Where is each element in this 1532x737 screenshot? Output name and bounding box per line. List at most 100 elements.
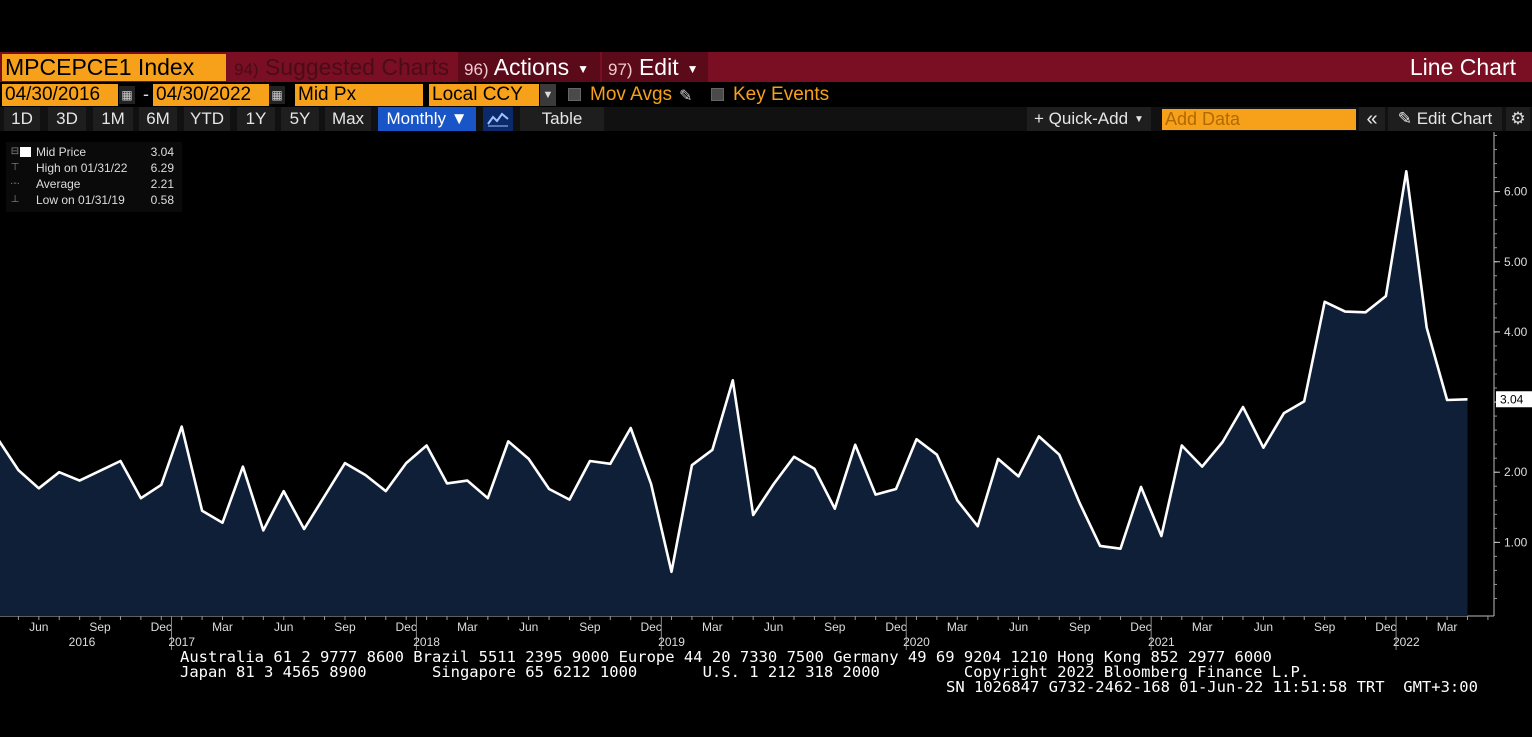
high-marker-icon: ⊤ [10, 162, 20, 173]
edit-number: 97) [608, 60, 633, 79]
average-marker-icon: ·‐· [10, 178, 20, 189]
x-month-label: Mar [947, 620, 968, 634]
legend-value: 3.04 [150, 145, 174, 159]
x-month-label: Jun [1009, 620, 1028, 634]
x-year-label: 2018 [413, 635, 440, 649]
title-bar [0, 52, 1532, 82]
start-date-field[interactable]: 04/30/2016 [2, 84, 118, 106]
x-month-label: Sep [824, 620, 846, 634]
legend-value: 2.21 [150, 177, 174, 191]
x-month-label: Jun [29, 620, 48, 634]
actions-label: Actions [493, 54, 570, 80]
line-chart-icon[interactable] [483, 107, 513, 131]
legend-box: ⊟ Mid Price 3.04 ⊤ High on 01/31/22 6.29… [6, 142, 182, 212]
calendar-icon[interactable]: ▦ [119, 86, 135, 104]
footer-contacts-line2: Japan 81 3 4565 8900 Singapore 65 6212 1… [180, 663, 1310, 681]
caret-down-icon: ▼ [686, 61, 699, 76]
edit-chart-button[interactable]: ✎ Edit Chart [1388, 107, 1502, 131]
x-month-label: Jun [274, 620, 293, 634]
legend-label: Low on 01/31/19 [36, 193, 125, 207]
last-value-tag [1496, 391, 1532, 408]
legend-label: High on 01/31/22 [36, 161, 128, 175]
range-3d-button[interactable]: 3D [48, 107, 86, 131]
collapse-icon[interactable]: « [1359, 107, 1385, 131]
range-6m-button[interactable]: 6M [139, 107, 177, 131]
low-marker-icon: ⊥ [10, 194, 20, 205]
gear-icon[interactable]: ⚙ [1506, 107, 1530, 131]
ticker-field[interactable]: MPCEPCE1 Index [2, 54, 226, 81]
x-month-label: Sep [89, 620, 111, 634]
line-chart[interactable]: 1.002.003.004.005.006.003.04JunSepDecMar… [0, 132, 1532, 652]
x-month-label: Dec [1130, 620, 1151, 634]
x-year-label: 2022 [1393, 635, 1420, 649]
y-tick-label: 5.00 [1504, 255, 1528, 269]
range-5y-button[interactable]: 5Y [281, 107, 319, 131]
suggested-charts-number: 94) [234, 60, 259, 79]
x-year-label: 2020 [903, 635, 930, 649]
add-data-input[interactable]: Add Data [1162, 109, 1356, 130]
table-button[interactable]: Table [520, 107, 604, 131]
x-month-label: Jun [764, 620, 783, 634]
mov-avgs-label[interactable]: Mov Avgs [590, 84, 673, 105]
x-month-label: Dec [396, 620, 417, 634]
range-1y-button[interactable]: 1Y [237, 107, 275, 131]
range-max-button[interactable]: Max [325, 107, 371, 131]
x-year-label: 2019 [658, 635, 685, 649]
x-month-label: Mar [457, 620, 478, 634]
x-month-label: Dec [640, 620, 661, 634]
x-month-label: Dec [885, 620, 906, 634]
x-month-label: Jun [519, 620, 538, 634]
x-month-label: Mar [212, 620, 233, 634]
legend-row-mid-price: ⊟ Mid Price 3.04 [10, 145, 174, 159]
x-year-label: 2017 [168, 635, 195, 649]
last-value-label: 3.04 [1500, 392, 1524, 406]
pencil-icon: ✎ [1397, 109, 1412, 128]
field-selector[interactable]: Mid Px [295, 84, 423, 106]
x-month-label: Sep [334, 620, 356, 634]
pencil-icon[interactable]: ✎ [679, 88, 693, 105]
y-tick-label: 4.00 [1504, 325, 1528, 339]
x-month-label: Sep [579, 620, 601, 634]
quick-add-button[interactable]: + Quick-Add ▼ [1027, 107, 1151, 131]
x-month-label: Mar [702, 620, 723, 634]
y-tick-label: 1.00 [1504, 535, 1528, 549]
range-1d-button[interactable]: 1D [4, 107, 40, 131]
date-separator: - [143, 84, 149, 104]
period-selector[interactable]: Monthly ▼ [378, 107, 476, 131]
legend-value: 0.58 [150, 193, 174, 207]
range-ytd-button[interactable]: YTD [184, 107, 230, 131]
plot-layer [0, 169, 1468, 616]
x-year-label: 2016 [69, 635, 96, 649]
footer-session-line: SN 1026847 G732-2462-168 01-Jun-22 11:51… [946, 678, 1478, 696]
edit-menu-button[interactable]: 97) Edit ▼ [602, 52, 708, 82]
currency-selector[interactable]: Local CCY [429, 84, 539, 106]
edit-chart-label: Edit Chart [1416, 109, 1493, 128]
x-month-label: Jun [1254, 620, 1273, 634]
legend-value: 6.29 [150, 161, 174, 175]
y-tick-label: 2.00 [1504, 465, 1528, 479]
x-year-label: 2021 [1148, 635, 1175, 649]
actions-menu-button[interactable]: 96) Actions ▼ [458, 52, 600, 82]
suggested-charts-button[interactable]: 94) Suggested Charts [228, 52, 456, 82]
range-1m-button[interactable]: 1M [93, 107, 133, 131]
legend-label: Average [36, 177, 81, 191]
legend-row-high: ⊤ High on 01/31/22 6.29 [6, 160, 182, 176]
chevron-down-icon[interactable]: ▼ [540, 84, 556, 106]
x-month-label: Dec [1375, 620, 1396, 634]
caret-down-icon: ▼ [577, 61, 590, 76]
calendar-icon[interactable]: ▦ [269, 86, 285, 104]
quick-add-label: + Quick-Add [1034, 109, 1129, 128]
series-line [0, 169, 1468, 574]
axes-layer: 1.002.003.004.005.006.003.04JunSepDecMar… [0, 132, 1532, 650]
x-month-label: Mar [1437, 620, 1458, 634]
legend-label: Mid Price [36, 145, 87, 159]
mov-avgs-checkbox[interactable] [568, 88, 581, 101]
legend-row-low: ⊥ Low on 01/31/19 0.58 [6, 192, 182, 208]
key-events-label[interactable]: Key Events [733, 84, 830, 105]
caret-down-icon: ▼ [1134, 113, 1144, 125]
edit-label: Edit [638, 54, 679, 80]
end-date-field[interactable]: 04/30/2022 [153, 84, 269, 106]
legend-row-average: ·‐· Average 2.21 [6, 176, 182, 192]
key-events-checkbox[interactable] [711, 88, 724, 101]
suggested-charts-label: Suggested Charts [264, 54, 450, 80]
